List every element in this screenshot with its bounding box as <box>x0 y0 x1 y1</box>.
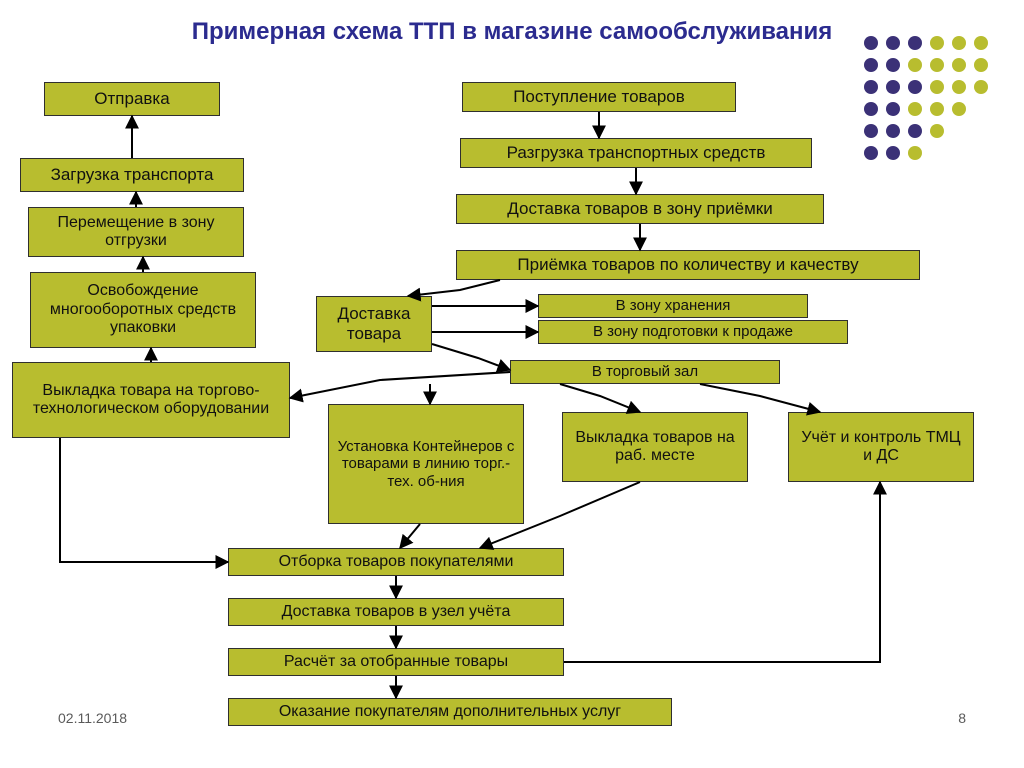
node-n_dost_tovara: Доставка товара <box>316 296 432 352</box>
node-n_zagruzka: Загрузка транспорта <box>20 158 244 192</box>
deco-dot <box>908 58 922 72</box>
node-n_otbor: Отборка товаров покупателями <box>228 548 564 576</box>
deco-dot <box>908 80 922 94</box>
deco-dot <box>908 146 922 160</box>
deco-dot <box>974 36 988 50</box>
footer-date: 02.11.2018 <box>58 710 127 726</box>
node-n_priemka: Приёмка товаров по количеству и качеству <box>456 250 920 280</box>
node-n_osvob: Освобождение многооборотных средств упак… <box>30 272 256 348</box>
deco-dot <box>886 80 900 94</box>
node-n_ustanovka: Установка Контейнеров с товарами в линию… <box>328 404 524 524</box>
node-n_uchet: Учёт и контроль ТМЦ и ДС <box>788 412 974 482</box>
deco-dot <box>952 102 966 116</box>
deco-dot <box>864 146 878 160</box>
node-n_peremesh: Перемещение в зону отгрузки <box>28 207 244 257</box>
deco-dot <box>930 102 944 116</box>
deco-dot <box>864 80 878 94</box>
deco-dot <box>974 80 988 94</box>
node-n_vyklad_oborud: Выкладка товара на торгово-технологическ… <box>12 362 290 438</box>
node-n_torg_zal: В торговый зал <box>510 360 780 384</box>
node-n_zona_podg: В зону подготовки к продаже <box>538 320 848 344</box>
deco-dot <box>908 36 922 50</box>
node-n_okazanie: Оказание покупателям дополнительных услу… <box>228 698 672 726</box>
footer-page: 8 <box>958 710 966 726</box>
deco-dot <box>886 146 900 160</box>
deco-dot <box>930 80 944 94</box>
node-n_zona_hran: В зону хранения <box>538 294 808 318</box>
node-n_vyklad_rab: Выкладка товаров на раб. месте <box>562 412 748 482</box>
deco-dot <box>886 36 900 50</box>
node-n_razgr: Разгрузка транспортных средств <box>460 138 812 168</box>
deco-dot <box>864 102 878 116</box>
deco-dot <box>908 124 922 138</box>
deco-dot <box>952 36 966 50</box>
deco-dot <box>886 58 900 72</box>
node-n_postup: Поступление товаров <box>462 82 736 112</box>
deco-dot <box>886 124 900 138</box>
deco-dot <box>952 58 966 72</box>
deco-dot <box>930 124 944 138</box>
deco-dot <box>952 80 966 94</box>
node-n_dost_priem: Доставка товаров в зону приёмки <box>456 194 824 224</box>
node-n_raschet: Расчёт за отобранные товары <box>228 648 564 676</box>
deco-dot <box>908 102 922 116</box>
deco-dot <box>930 58 944 72</box>
deco-dot <box>974 58 988 72</box>
node-n_dost_uzel: Доставка товаров в узел учёта <box>228 598 564 626</box>
node-n_otpravka: Отправка <box>44 82 220 116</box>
deco-dot <box>864 36 878 50</box>
deco-dot <box>886 102 900 116</box>
deco-dot <box>864 58 878 72</box>
deco-dot <box>930 36 944 50</box>
deco-dot <box>864 124 878 138</box>
